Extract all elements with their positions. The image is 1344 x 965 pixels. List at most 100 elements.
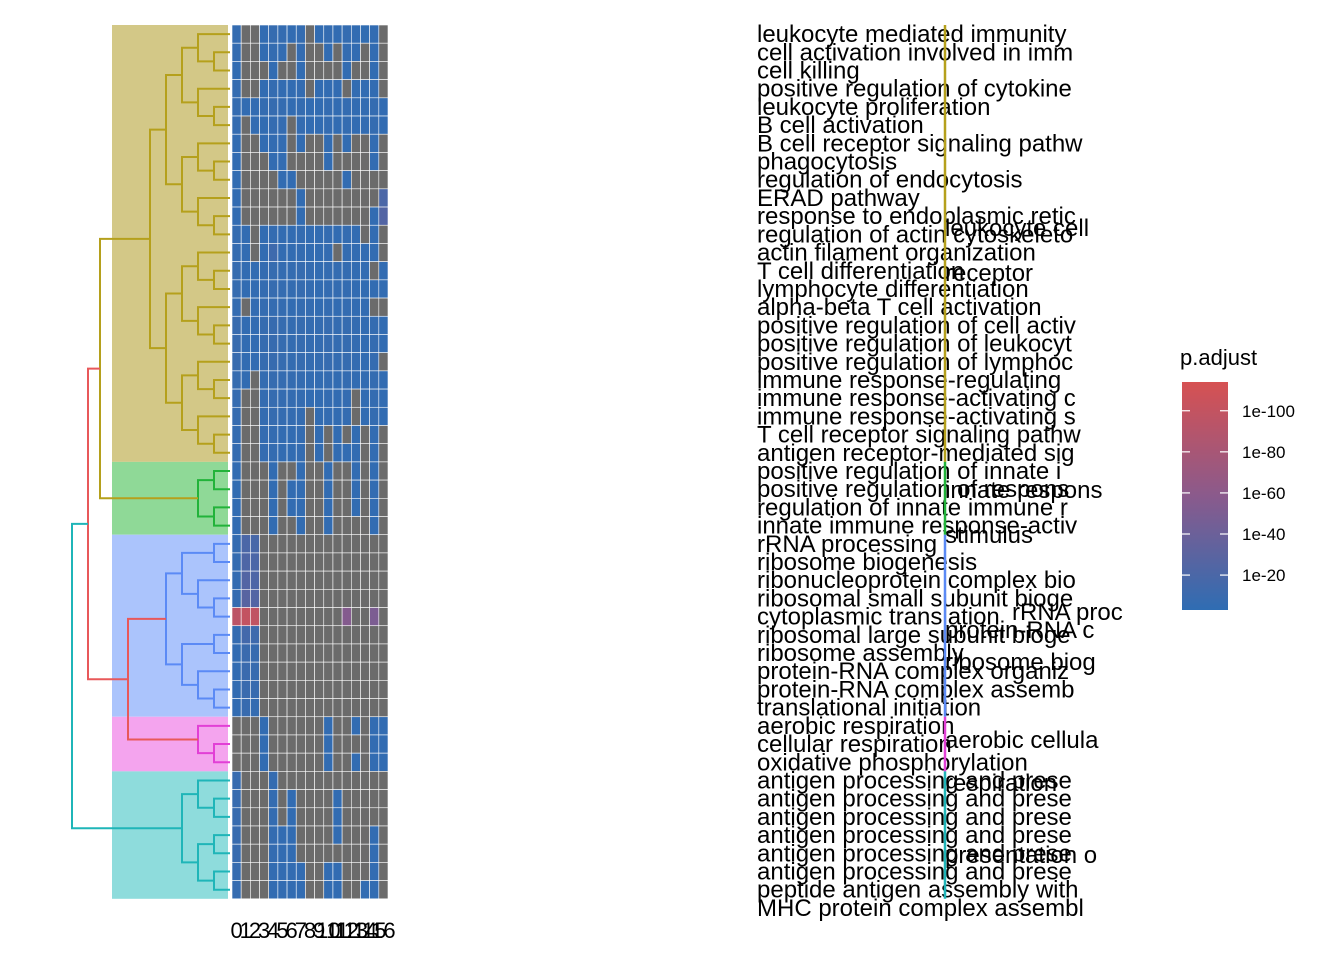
heatmap-cell	[378, 97, 389, 117]
heatmap-cell	[305, 862, 315, 881]
heatmap-cell	[286, 461, 297, 481]
heatmap-cell	[250, 97, 260, 117]
heatmap-cell	[350, 698, 361, 718]
heatmap-cell	[305, 461, 315, 481]
heatmap-cell	[259, 188, 270, 208]
heatmap-cell	[268, 443, 279, 463]
heatmap-cell	[250, 42, 260, 62]
heatmap-cell	[332, 534, 343, 554]
heatmap-cell	[314, 625, 325, 645]
heatmap-cell	[378, 261, 389, 281]
heatmap-cell	[360, 279, 370, 299]
heatmap-cell	[314, 224, 325, 244]
heatmap-cell	[286, 716, 297, 736]
heatmap-cell	[295, 807, 306, 827]
heatmap-cell	[268, 698, 279, 718]
heatmap-cell	[332, 680, 343, 699]
heatmap-cell	[323, 698, 334, 718]
heatmap-cell	[369, 24, 380, 44]
heatmap-cell	[268, 425, 279, 444]
heatmap-cell	[277, 279, 288, 299]
heatmap-cell	[305, 243, 315, 262]
heatmap-cell	[378, 224, 389, 244]
heatmap-cell	[350, 97, 361, 117]
heatmap-cell	[295, 24, 306, 44]
heatmap-cell	[259, 388, 270, 408]
heatmap-cell	[231, 807, 242, 827]
heatmap-cell	[240, 843, 251, 863]
heatmap-cell	[332, 406, 343, 426]
heatmap-cell	[250, 734, 260, 754]
heatmap-cell	[295, 243, 306, 262]
heatmap-cell	[240, 61, 251, 80]
heatmap-cell	[332, 625, 343, 645]
heatmap-cell	[378, 862, 389, 881]
heatmap-cell	[378, 479, 389, 499]
heatmap-cell	[231, 789, 242, 809]
heatmap-cell	[305, 825, 315, 845]
heatmap-cell	[231, 315, 242, 335]
column-label: 5	[276, 918, 288, 943]
cluster-label: rRNA proc	[1012, 599, 1123, 626]
heatmap-cell	[369, 843, 380, 863]
legend-tick-label: 1e-100	[1242, 402, 1295, 421]
heatmap-cell	[378, 133, 389, 153]
heatmap-cell	[360, 388, 370, 408]
heatmap-cell	[369, 406, 380, 426]
heatmap-cell	[259, 534, 270, 554]
heatmap-cell	[360, 425, 370, 444]
heatmap-cell	[286, 789, 297, 809]
row-label: lymphocyte differentiation	[757, 276, 1029, 303]
heatmap-cell	[341, 862, 352, 881]
heatmap-cell	[286, 388, 297, 408]
heatmap-cell	[323, 880, 334, 900]
heatmap-cell	[332, 607, 343, 627]
heatmap-cell	[240, 734, 251, 754]
heatmap-cell	[277, 789, 288, 809]
heatmap-cell	[277, 661, 288, 681]
heatmap-cell	[268, 680, 279, 699]
heatmap-cell	[268, 388, 279, 408]
heatmap-cell	[378, 315, 389, 335]
heatmap-cell	[240, 206, 251, 226]
row-label: T cell receptor signaling pathw	[757, 422, 1081, 449]
heatmap-cell	[277, 152, 288, 171]
heatmap-cell	[286, 825, 297, 845]
heatmap-cell	[341, 479, 352, 499]
heatmap-cell	[341, 170, 352, 190]
heatmap-cell	[305, 752, 315, 772]
heatmap-cell	[332, 589, 343, 608]
heatmap-cell	[259, 224, 270, 244]
row-label: positive regulation of lymphoc	[757, 349, 1073, 376]
heatmap-cell	[286, 206, 297, 226]
heatmap-cell	[240, 862, 251, 881]
heatmap-cell	[286, 170, 297, 190]
heatmap-cell	[305, 170, 315, 190]
heatmap-cell	[250, 771, 260, 790]
heatmap-cell	[341, 643, 352, 663]
heatmap-cell	[305, 789, 315, 809]
heatmap-cell	[341, 24, 352, 44]
heatmap-cell	[360, 406, 370, 426]
heatmap-cell	[323, 461, 334, 481]
row-label: B cell receptor signaling pathw	[757, 130, 1083, 157]
heatmap-cell	[268, 771, 279, 790]
heatmap-cell	[295, 224, 306, 244]
heatmap-cell	[341, 334, 352, 353]
row-label: alpha-beta T cell activation	[757, 294, 1042, 321]
heatmap-cell	[286, 115, 297, 135]
heatmap-cell	[277, 388, 288, 408]
heatmap-cell	[314, 516, 325, 536]
heatmap-cell	[259, 643, 270, 663]
heatmap-cell	[268, 79, 279, 99]
column-label: 8	[304, 918, 316, 943]
heatmap-cell	[314, 880, 325, 900]
heatmap-cell	[277, 625, 288, 645]
heatmap-cell	[240, 498, 251, 517]
heatmap-cell	[378, 188, 389, 208]
heatmap-cell	[268, 825, 279, 845]
heatmap-cell	[250, 534, 260, 554]
heatmap-cell	[378, 516, 389, 536]
heatmap-cell	[231, 825, 242, 845]
heatmap-cell	[277, 825, 288, 845]
